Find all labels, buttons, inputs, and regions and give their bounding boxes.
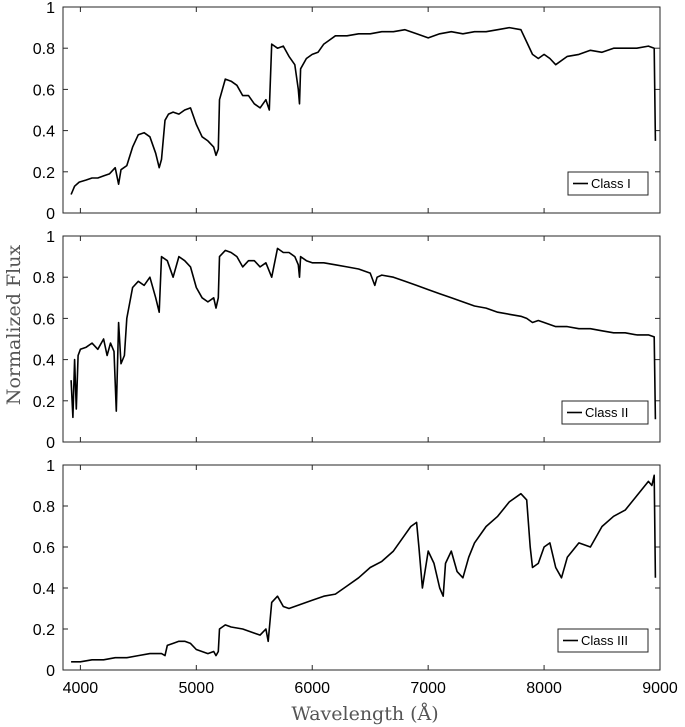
x-tick-label: 9000 [642, 680, 678, 697]
legend-box [557, 628, 649, 653]
x-tick-label: 8000 [526, 680, 562, 697]
legend: Class I [567, 171, 649, 196]
x-tick-label: 5000 [179, 680, 215, 697]
x-tick-label: 7000 [410, 680, 446, 697]
panel-2: 0 0.2 0.4 0.6 0.8 1 Class II [33, 229, 661, 452]
y-tick-label: 0.2 [33, 165, 55, 182]
y-tick-label: 0.8 [33, 41, 55, 58]
legend-label: Class III [581, 633, 628, 648]
y-tick-label: 0.2 [33, 622, 55, 639]
y-tick-label: 0.2 [33, 394, 55, 411]
y-tick-label: 0.6 [33, 311, 55, 328]
x-tick-label: 4000 [63, 680, 99, 697]
y-tick-label: 0.4 [33, 124, 55, 141]
y-tick-label: 0.6 [33, 82, 55, 99]
y-tick-label: 0 [46, 435, 55, 452]
x-tick-label: 6000 [294, 680, 330, 697]
legend-box [567, 171, 649, 196]
y-tick-label: 0 [46, 663, 55, 680]
x-axis-title: Wavelength (Å) [291, 703, 438, 725]
legend-label: Class II [585, 405, 628, 420]
y-tick-label: 0.8 [33, 270, 55, 287]
spectrum-line [70, 247, 657, 420]
panels-group: 0 0.2 0.4 0.6 0.8 1 Class I 0 0.2 0.4 0.6 0.8 1 Class… [33, 0, 678, 697]
spectrum-line [71, 474, 657, 663]
panel-1: 0 0.2 0.4 0.6 0.8 1 Class I [33, 0, 661, 223]
legend: Class III [557, 628, 649, 653]
y-tick-label: 1 [46, 0, 55, 17]
y-tick-label: 0.8 [33, 499, 55, 516]
y-tick-label: 1 [46, 458, 55, 475]
y-tick-label: 0.4 [33, 353, 55, 370]
y-tick-label: 0.4 [33, 581, 55, 598]
spectrum-line [70, 26, 657, 195]
legend-box [561, 400, 649, 425]
panel-3: 0 0.2 0.4 0.6 0.8 1 4000 5000 6000 7000 8000 9000 Cl… [33, 458, 678, 697]
y-tick-label: 0.6 [33, 540, 55, 557]
y-axis-title: Normalized Flux [3, 245, 25, 406]
panel-frame [62, 6, 661, 214]
legend: Class II [561, 400, 649, 425]
y-tick-label: 0 [46, 206, 55, 223]
y-tick-label: 1 [46, 229, 55, 246]
legend-label: Class I [591, 176, 631, 191]
